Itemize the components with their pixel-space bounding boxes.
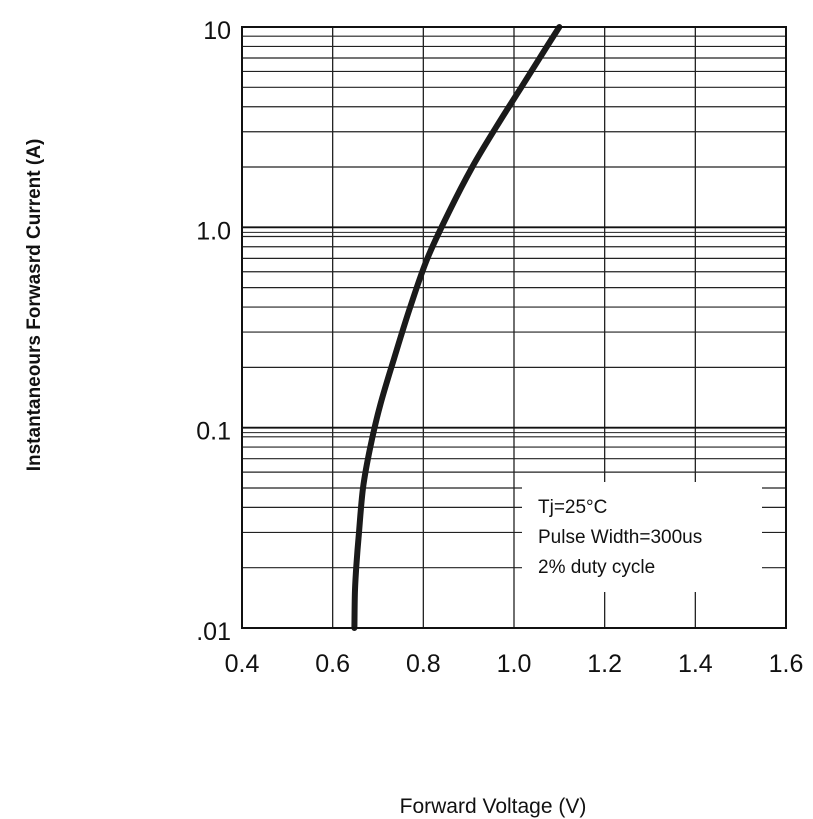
y-tick-labels: .01 0.1 1.0 10 [196,17,231,646]
x-tick-label: 0.8 [406,650,441,678]
y-tick-label: 1.0 [196,217,231,245]
series-line-0 [351,24,563,631]
annotation-box [522,482,762,592]
annotation-line: Pulse Width=300us [538,527,702,548]
x-tick-label: 1.0 [497,650,532,678]
annotation-text: Tj=25°C Pulse Width=300us 2% duty cycle [538,497,702,578]
y-tick-label: 10 [203,17,231,45]
y-tick-label: 0.1 [196,418,231,446]
x-tick-label: 0.6 [315,650,350,678]
y-tick-label: .01 [196,618,231,646]
x-tick-label: 1.2 [587,650,622,678]
x-tick-label: 0.4 [225,650,260,678]
annotation-line: Tj=25°C [538,497,607,518]
plot-frame [241,26,787,629]
x-tick-label: 1.4 [678,650,713,678]
plot-border [241,26,787,629]
annotation-line: 2% duty cycle [538,557,655,578]
series-group [351,24,563,631]
x-axis-label: Forward Voltage (V) [400,795,587,818]
y-axis-label: Instantaneours Forwasrd Current (A) [24,139,45,472]
x-tick-label: 1.6 [769,650,804,678]
x-tick-labels: 0.4 0.6 0.8 1.0 1.2 1.4 1.6 [225,650,804,678]
